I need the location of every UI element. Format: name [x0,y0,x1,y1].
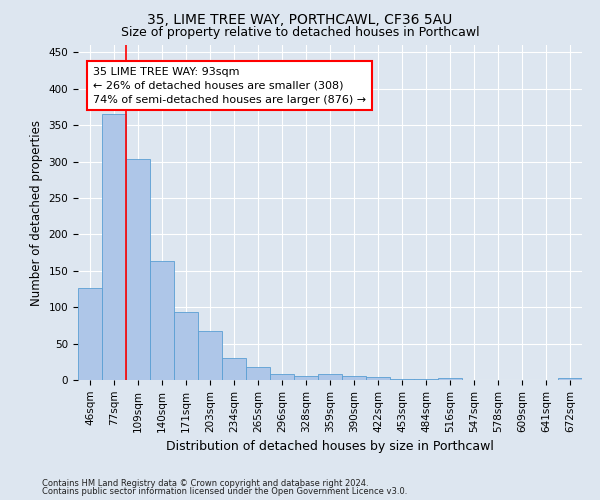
Bar [366,377,390,380]
Bar [78,288,102,380]
Bar [318,374,342,380]
Bar [270,374,294,380]
Bar [174,312,198,380]
Bar [102,114,126,380]
X-axis label: Distribution of detached houses by size in Porthcawl: Distribution of detached houses by size … [166,440,494,453]
Text: 35, LIME TREE WAY, PORTHCAWL, CF36 5AU: 35, LIME TREE WAY, PORTHCAWL, CF36 5AU [148,12,452,26]
Text: Contains public sector information licensed under the Open Government Licence v3: Contains public sector information licen… [42,487,407,496]
Text: 35 LIME TREE WAY: 93sqm
← 26% of detached houses are smaller (308)
74% of semi-d: 35 LIME TREE WAY: 93sqm ← 26% of detache… [93,67,366,105]
Bar [222,358,246,380]
Bar [558,378,582,380]
Bar [390,378,414,380]
Text: Size of property relative to detached houses in Porthcawl: Size of property relative to detached ho… [121,26,479,39]
Bar [246,367,270,380]
Bar [198,331,222,380]
Bar [438,378,462,380]
Text: Contains HM Land Registry data © Crown copyright and database right 2024.: Contains HM Land Registry data © Crown c… [42,478,368,488]
Y-axis label: Number of detached properties: Number of detached properties [30,120,43,306]
Bar [126,160,150,380]
Bar [294,376,318,380]
Bar [342,376,366,380]
Bar [150,262,174,380]
